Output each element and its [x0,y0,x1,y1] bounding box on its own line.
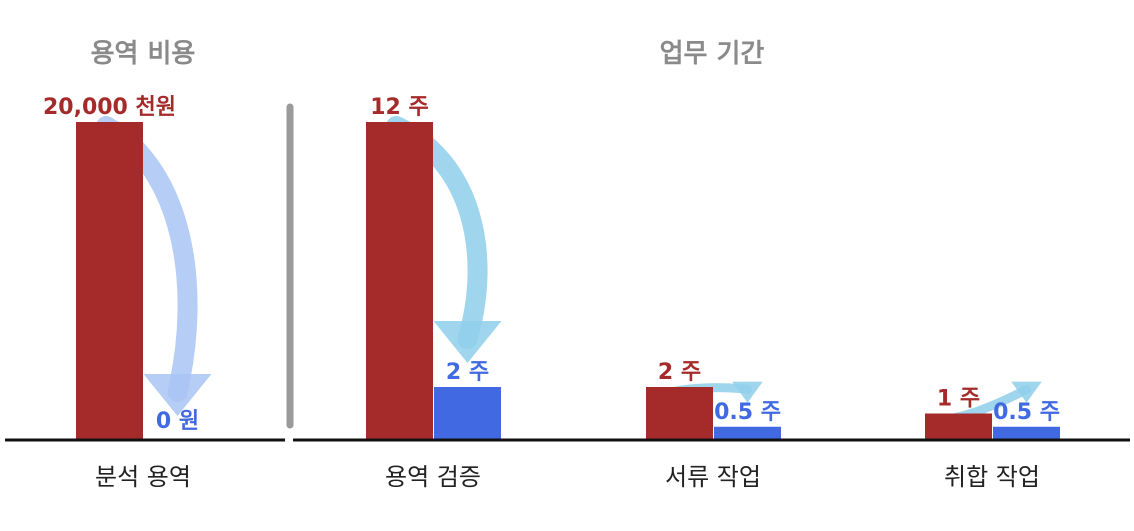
reduction-arrow-head [143,374,212,416]
time-panel-title: 업무 기간 [660,39,765,69]
cost-panel-title: 용역 비용 [91,39,196,69]
category-label: 분석 용역 [95,463,191,491]
reduction-arrow-head [433,321,502,363]
value-label-after: 0.5 주 [714,400,781,425]
value-label-before: 20,000 천원 [43,95,176,120]
bar-after [434,387,501,440]
bar-after [993,426,1060,440]
bar-before [366,122,433,440]
bar-before [646,387,713,440]
category-label: 서류 작업 [665,463,761,491]
bar-before [76,122,143,440]
category-label: 취합 작업 [944,463,1040,491]
bar-after [714,426,781,440]
arrow-layer [96,116,1042,422]
category-label: 용역 검증 [385,463,481,491]
value-label-before: 1 주 [937,387,980,412]
reduction-arrow-head [732,381,763,403]
value-label-before: 12 주 [370,95,429,120]
value-label-after: 0.5 주 [993,400,1060,425]
bar-layer [76,122,1060,440]
value-label-before: 2 주 [658,360,701,385]
value-label-after: 2 주 [446,360,489,385]
reduction-arrow-head [1011,381,1042,403]
bar-before [925,413,992,440]
label-layer: 분석 용역 20,000 천원 0 원용역 검증 12 주 2 주서류 작업 2 주 0.5… [43,95,1060,491]
value-label-after: 0 원 [156,409,199,434]
